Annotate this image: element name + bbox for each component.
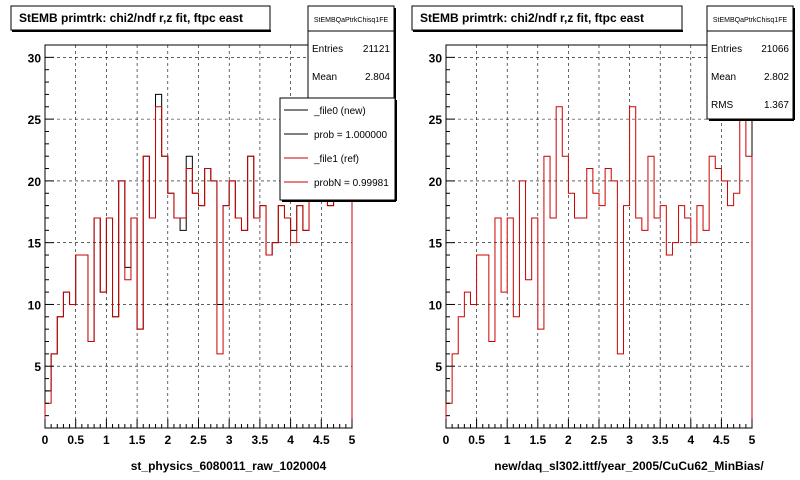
stats-box: StEMBQaPtrkChisq1FE Entries 21066 Mean 2.802… (706, 5, 795, 121)
x-tick-label: 2.5 (591, 433, 608, 447)
x-axis-label: st_physics_6080011_raw_1020004 (131, 459, 327, 473)
x-tick-label: 0 (443, 433, 450, 447)
series-1 (445, 106, 753, 428)
stats-frame (706, 5, 794, 120)
x-tick-label: 5 (749, 433, 756, 447)
stats-name: StEMBQaPtrkChisq1FE (314, 17, 389, 24)
chart-title-box: StEMB primtrk: chi2/ndf r,z fit, ftpc ea… (411, 5, 683, 32)
x-tick-label: 4.5 (713, 433, 730, 447)
y-tick-label: 5 (435, 360, 442, 374)
legend-label: prob = 1.000000 (314, 130, 388, 141)
y-tick-label: 15 (28, 237, 42, 251)
stats-value: 21121 (363, 44, 391, 55)
y-tick-label: 30 (429, 51, 443, 65)
y-tick-label: 20 (429, 175, 443, 189)
chart-panel-2: 0 0.5 1 1.5 2 2.5 3 3.5 4 4.5 5 5 10 15 20 25 30 new/daq_… (411, 5, 795, 473)
legend-frame (279, 97, 396, 201)
y-tick-label: 20 (28, 175, 42, 189)
y-tick-label: 5 (34, 360, 41, 374)
x-tick-label: 2 (164, 433, 171, 447)
stats-label: Mean (711, 72, 736, 83)
title-frame (10, 5, 271, 31)
legend: _file0 (new) prob = 1.000000 _file1 (ref) p… (279, 97, 397, 202)
x-tick-label: 5 (349, 433, 356, 447)
stats-label: RMS (711, 100, 734, 111)
y-tick-label: 30 (28, 51, 42, 65)
legend-label: _file0 (new) (313, 106, 366, 117)
stats-label: Entries (312, 44, 343, 55)
stats-name: StEMBQaPtrkChisq1FE (713, 17, 788, 24)
x-tick-label: 1.5 (129, 433, 146, 447)
legend-entries: _file0 (new) prob = 1.000000 _file1 (ref) p… (284, 106, 389, 189)
stats-frame (307, 5, 395, 107)
x-tick-label: 3.5 (252, 433, 269, 447)
stats-value: 21066 (761, 44, 789, 55)
x-tick-label: 3.5 (652, 433, 669, 447)
stats-value: 2.802 (764, 72, 789, 83)
y-tick-label: 10 (28, 298, 42, 312)
chart-title: StEMB primtrk: chi2/ndf r,z fit, ftpc ea… (420, 11, 644, 25)
x-tick-label: 0 (42, 433, 49, 447)
x-tick-label: 0.5 (67, 433, 84, 447)
legend-label: _file1 (ref) (313, 154, 359, 165)
x-tick-label: 1 (103, 433, 110, 447)
stats-label: Mean (312, 72, 337, 83)
x-tick-label: 3 (626, 433, 633, 447)
chart-panel-1: 0 0.5 1 1.5 2 2.5 3 3.5 4 4.5 5 5 10 15 20 25 30 st_physi… (10, 5, 397, 473)
series-file1-ref (44, 106, 353, 428)
y-tick-label: 15 (429, 237, 443, 251)
grid (446, 45, 752, 428)
stats-label: Entries (711, 44, 742, 55)
chart-title-box: StEMB primtrk: chi2/ndf r,z fit, ftpc ea… (10, 5, 271, 32)
x-tick-label: 1 (504, 433, 511, 447)
x-tick-label: 4.5 (313, 433, 330, 447)
chart-title: StEMB primtrk: chi2/ndf r,z fit, ftpc ea… (19, 11, 243, 25)
stats-value: 1.367 (764, 100, 789, 111)
stats-value: 2.804 (365, 72, 390, 83)
x-axis-label: new/daq_sl302.ittf/year_2005/CuCu62_MinB… (494, 459, 764, 473)
y-tick-label: 25 (429, 113, 443, 127)
legend-label: probN = 0.99981 (314, 178, 389, 189)
x-tick-label: 4 (687, 433, 694, 447)
x-tick-label: 3 (226, 433, 233, 447)
x-tick-label: 0.5 (468, 433, 485, 447)
x-tick-label: 2 (565, 433, 572, 447)
x-tick-label: 4 (287, 433, 294, 447)
x-tick-label: 1.5 (529, 433, 546, 447)
y-tick-label: 25 (28, 113, 42, 127)
grid (45, 45, 352, 428)
x-tick-label: 2.5 (190, 433, 207, 447)
stats-box: StEMBQaPtrkChisq1FE Entries 21121 Mean 2.804 (307, 5, 396, 108)
y-tick-label: 10 (429, 298, 443, 312)
